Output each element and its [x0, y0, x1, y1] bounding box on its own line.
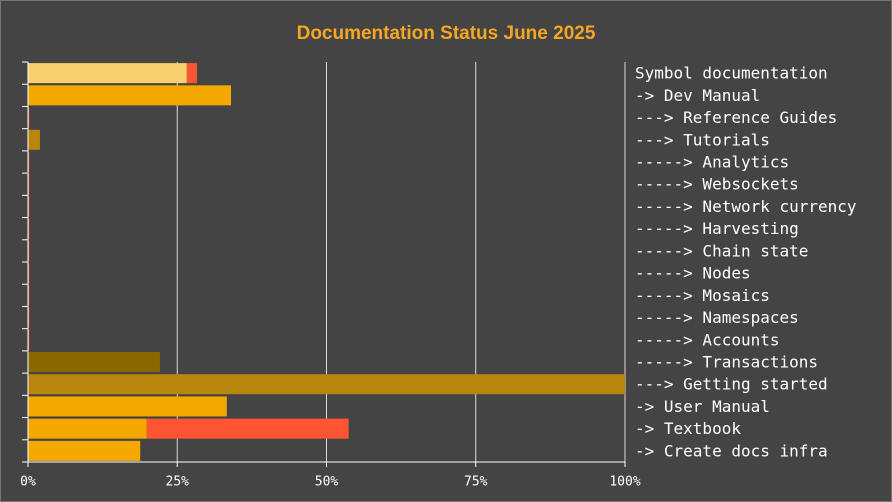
bar	[28, 352, 160, 372]
category-label: -----> Websockets	[635, 175, 799, 194]
x-tick-label: 100%	[609, 475, 640, 490]
category-label: -----> Accounts	[635, 330, 780, 349]
bar	[28, 63, 187, 84]
x-tick-label: 50%	[315, 475, 339, 490]
category-label: -----> Chain state	[635, 241, 808, 260]
category-label: -----> Mosaics	[635, 286, 770, 305]
category-label: -----> Harvesting	[635, 219, 799, 238]
x-tick-label: 0%	[20, 475, 36, 490]
category-label: -----> Namespaces	[635, 308, 799, 327]
bar	[28, 240, 30, 261]
bar	[28, 440, 141, 461]
bar	[28, 263, 30, 284]
bar	[28, 374, 625, 395]
bar	[146, 418, 349, 439]
bar	[28, 329, 30, 350]
bar	[28, 152, 30, 172]
bar	[28, 218, 30, 239]
chart-title: Documentation Status June 2025	[297, 23, 596, 44]
bar	[28, 307, 30, 328]
bar	[28, 129, 40, 150]
category-label: -----> Network currency	[635, 197, 857, 216]
category-label: -----> Nodes	[635, 264, 751, 283]
bar	[28, 285, 30, 306]
x-tick-label: 75%	[464, 475, 488, 490]
category-label: -----> Analytics	[635, 153, 789, 172]
category-label: -> Textbook	[635, 419, 741, 438]
bar	[28, 196, 30, 217]
bar	[28, 418, 147, 439]
category-label: -> User Manual	[635, 397, 770, 416]
bar	[28, 107, 30, 128]
category-label: -> Create docs infra	[635, 441, 828, 460]
category-label: ---> Tutorials	[635, 130, 770, 149]
category-label: Symbol documentation	[635, 64, 828, 83]
bar	[28, 85, 231, 106]
category-label: ---> Reference Guides	[635, 108, 837, 127]
category-label: ---> Getting started	[635, 375, 828, 394]
bar	[186, 63, 197, 84]
category-label: -----> Transactions	[635, 353, 818, 372]
category-label: -> Dev Manual	[635, 86, 760, 105]
x-tick-label: 25%	[166, 475, 190, 490]
bar	[28, 174, 30, 195]
bar	[28, 396, 227, 417]
